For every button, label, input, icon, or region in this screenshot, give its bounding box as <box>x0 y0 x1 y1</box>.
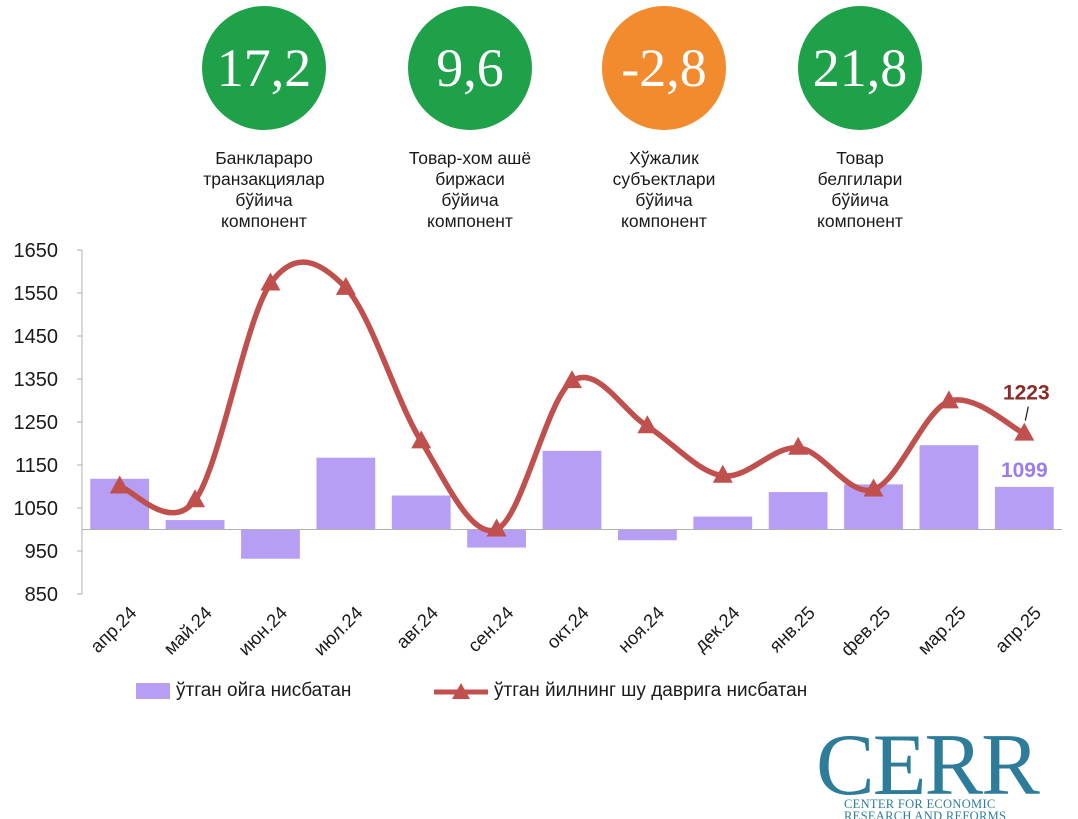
kpi-circle: 9,6 <box>408 6 532 130</box>
x-tick-label: мар.25 <box>913 602 970 659</box>
bar <box>391 495 451 530</box>
kpi-circle: 17,2 <box>202 6 326 130</box>
kpi-commodity-exchange: 9,6 Товар-хом ашё биржаси бўйича компоне… <box>390 6 550 232</box>
y-tick-label: 1250 <box>14 412 59 434</box>
kpi-business-entities: -2,8 Хўжалик субъектлари бўйича компонен… <box>584 6 744 232</box>
line-data-label: 1223 <box>1003 382 1050 405</box>
y-tick-label: 1150 <box>15 455 58 477</box>
kpi-label-line: Банклараро <box>215 148 313 168</box>
line-point-marker <box>260 272 281 291</box>
line-point-marker <box>938 390 959 409</box>
kpi-value: 21,8 <box>812 38 908 98</box>
kpi-label-line: бўйича <box>635 190 693 210</box>
logo-subtitle-line: RESEARCH AND REFORMS <box>844 809 1007 819</box>
y-tick-label: 1050 <box>14 498 59 520</box>
y-tick-label: 1650 <box>14 240 59 262</box>
kpi-trademarks: 21,8 Товар белгилари бўйича компонент <box>780 6 940 232</box>
kpi-label-line: биржаси <box>435 169 505 189</box>
kpi-label-line: бўйича <box>235 190 293 210</box>
line-point-marker <box>109 475 130 494</box>
kpi-label: Товар-хом ашё биржаси бўйича компонент <box>390 148 550 232</box>
kpi-label: Хўжалик субъектлари бўйича компонент <box>584 148 744 232</box>
kpi-label-line: бўйича <box>441 190 499 210</box>
line-point-marker <box>863 478 884 497</box>
line-point-marker <box>486 518 507 537</box>
logo-subtitle-line: CENTER FOR ECONOMIC <box>844 797 996 811</box>
cerr-logo: CERR CENTER FOR ECONOMIC RESEARCH AND RE… <box>814 722 1078 819</box>
line-point-marker <box>411 430 432 449</box>
legend-bar-label: ўтган ойга нисбатан <box>176 680 352 701</box>
kpi-label-line: бўйича <box>831 190 889 210</box>
bar <box>542 450 602 530</box>
logo-subtitle: CENTER FOR ECONOMIC RESEARCH AND REFORMS <box>844 798 1006 819</box>
x-tick-label: апр.25 <box>990 602 1045 657</box>
bar <box>919 445 979 530</box>
bar <box>617 529 677 541</box>
x-tick-label: июл.24 <box>309 602 367 660</box>
kpi-label-line: субъектлари <box>612 169 716 189</box>
kpi-label: Товар белгилари бўйича компонент <box>780 148 940 232</box>
x-tick-label: апр.24 <box>86 602 141 657</box>
y-tick-label: 950 <box>25 541 58 563</box>
bar <box>768 492 828 530</box>
kpi-label-line: Хўжалик <box>629 148 699 168</box>
kpi-circle: -2,8 <box>602 6 726 130</box>
x-tick-label: фев.25 <box>836 602 894 660</box>
kpi-interbank: 17,2 Банклараро транзакциялар бўйича ком… <box>184 6 344 232</box>
kpi-label-line: компонент <box>621 211 707 231</box>
kpi-label-line: Товар <box>836 148 884 168</box>
x-tick-label: ноя.24 <box>614 602 669 657</box>
x-tick-label: янв.25 <box>765 602 819 656</box>
x-tick-label: авг.24 <box>392 602 442 652</box>
kpi-label-line: белгилари <box>817 169 903 189</box>
bar <box>316 457 376 530</box>
kpi-value: -2,8 <box>621 38 707 98</box>
combo-chart: 850 950 1050 1150 1250 1350 1450 1550 1650 апр.24… <box>14 240 1062 660</box>
x-tick-label: сен.24 <box>463 602 517 656</box>
bar <box>165 520 225 530</box>
y-tick-label: 1450 <box>14 326 59 348</box>
y-tick-label: 1350 <box>14 369 59 391</box>
line-point-marker <box>637 415 658 434</box>
kpi-label: Банклараро транзакциялар бўйича компонен… <box>184 148 344 232</box>
kpi-value: 17,2 <box>216 38 312 98</box>
y-tick-label: 850 <box>25 584 58 606</box>
legend-line-swatch <box>434 683 488 699</box>
x-tick-label: май.24 <box>159 602 216 659</box>
x-tick-label: дек.24 <box>690 602 744 656</box>
bar <box>467 529 527 548</box>
kpi-value: 9,6 <box>436 38 504 98</box>
kpi-circle: 21,8 <box>798 6 922 130</box>
line-point-marker <box>335 276 356 295</box>
kpi-label-line: компонент <box>817 211 903 231</box>
kpi-label-line: компонент <box>221 211 307 231</box>
kpi-label-line: транзакциялар <box>203 169 325 189</box>
x-tick-label: окт.24 <box>542 602 593 653</box>
kpi-label-line: компонент <box>427 211 513 231</box>
data-label-leader <box>1024 406 1029 421</box>
legend-line-label: ўтган йилнинг шу даврига нисбатан <box>494 680 808 701</box>
line-point-marker <box>1014 422 1035 441</box>
logo-wordmark: CERR <box>816 722 1040 814</box>
legend-bar: ўтган ойга нисбатан <box>136 680 351 702</box>
line-point-marker <box>185 489 206 508</box>
line-point-marker <box>712 464 733 483</box>
line-point-marker <box>562 370 582 389</box>
line-point-marker <box>788 436 809 455</box>
x-tick-label: июн.24 <box>234 602 291 659</box>
bar <box>994 486 1054 530</box>
y-tick-label: 1550 <box>14 283 59 305</box>
bar-data-label: 1099 <box>1001 459 1048 482</box>
kpi-label-line: Товар-хом ашё <box>408 148 532 168</box>
bar <box>241 529 300 559</box>
legend-bar-swatch <box>136 683 170 699</box>
bar <box>693 516 753 530</box>
legend-line: ўтган йилнинг шу даврига нисбатан <box>432 680 807 702</box>
